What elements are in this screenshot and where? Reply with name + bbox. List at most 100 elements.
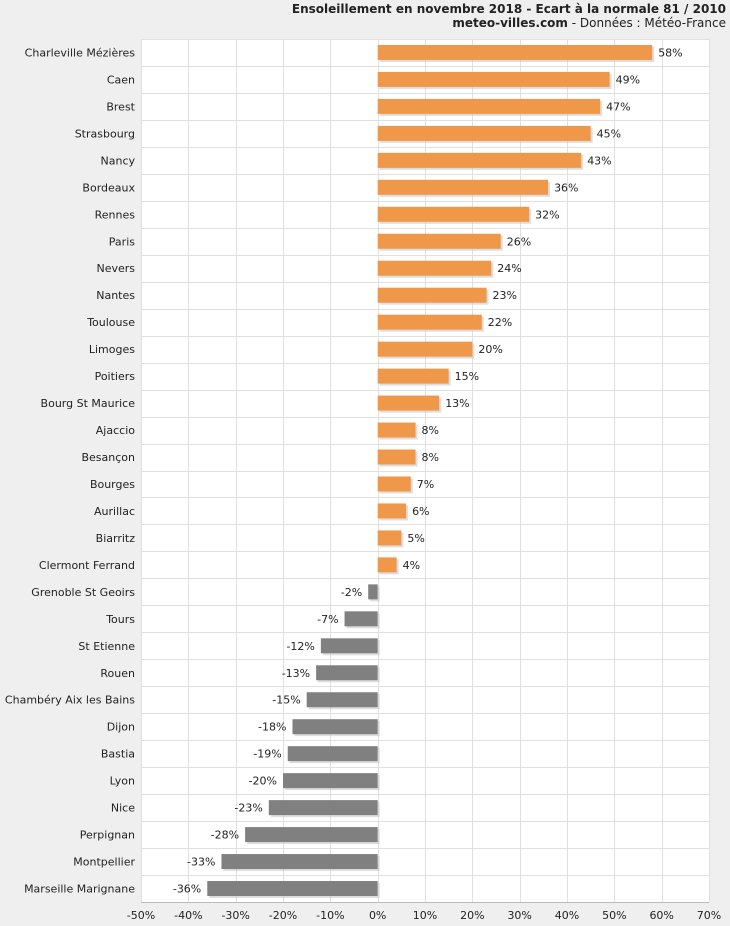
bar [377, 179, 549, 195]
value-label: 5% [407, 532, 424, 545]
value-label: 22% [488, 316, 512, 329]
x-tick-label: 70% [697, 909, 721, 922]
value-label: 43% [587, 154, 611, 167]
category-label: Charleville Mézières [25, 46, 136, 59]
category-label: Besançon [81, 451, 135, 464]
x-tick-label: -30% [221, 909, 249, 922]
bar [287, 746, 378, 762]
value-label: 32% [535, 208, 559, 221]
source-site: meteo-villes.com [452, 16, 568, 30]
category-label: Bourg St Maurice [41, 397, 136, 410]
category-label: Nice [111, 802, 135, 815]
category-label: Grenoble St Geoirs [31, 586, 135, 599]
bar [268, 800, 378, 816]
bar [377, 44, 653, 60]
category-label: Perpignan [80, 829, 135, 842]
value-label: -2% [341, 586, 362, 599]
value-label: -20% [249, 775, 277, 788]
category-label: Lyon [110, 775, 135, 788]
value-label: 8% [422, 451, 439, 464]
bar [377, 314, 482, 330]
value-label: -23% [234, 802, 262, 815]
bar [377, 152, 582, 168]
bar [377, 395, 440, 411]
value-label: -12% [286, 640, 314, 653]
value-label: 13% [445, 397, 469, 410]
value-label: 24% [497, 262, 521, 275]
value-label: -18% [258, 721, 286, 734]
bar [292, 719, 378, 735]
category-label: Limoges [89, 343, 135, 356]
bar [344, 611, 378, 627]
category-label: Caen [107, 73, 135, 86]
value-label: 26% [507, 235, 531, 248]
chart-subtitle: meteo-villes.com - Données : Météo-Franc… [452, 16, 726, 30]
value-label: 47% [606, 100, 630, 113]
category-label: St Etienne [78, 640, 135, 653]
category-label: Clermont Ferrand [39, 559, 135, 572]
bar [377, 98, 601, 114]
category-label: Biarritz [96, 532, 136, 545]
bar [377, 530, 402, 546]
value-label: 6% [412, 505, 429, 518]
value-label: -33% [187, 856, 215, 869]
bar [316, 665, 378, 681]
x-tick-label: -10% [316, 909, 344, 922]
category-label: Bastia [101, 748, 135, 761]
x-tick-label: 30% [507, 909, 531, 922]
bar [377, 125, 591, 141]
category-label: Chambéry Aix les Bains [5, 694, 135, 707]
category-label: Brest [106, 100, 135, 113]
bar [377, 341, 473, 357]
value-label: -28% [211, 829, 239, 842]
bar [377, 557, 397, 573]
bar [368, 584, 378, 600]
bar [283, 773, 378, 789]
category-label: Bordeaux [82, 181, 135, 194]
category-label: Nevers [96, 262, 135, 275]
bar [221, 854, 378, 870]
category-label: Montpellier [73, 856, 135, 869]
category-label: Rouen [100, 667, 135, 680]
x-tick-label: 20% [460, 909, 484, 922]
category-label: Aurillac [94, 505, 135, 518]
bar [377, 206, 530, 222]
category-label: Rennes [95, 208, 136, 221]
x-tick-label: 50% [602, 909, 626, 922]
category-label: Nancy [101, 154, 136, 167]
value-label: 7% [417, 478, 434, 491]
bar [377, 287, 487, 303]
category-label: Dijon [107, 721, 135, 734]
value-label: 20% [478, 343, 502, 356]
bar [377, 368, 449, 384]
value-label: 45% [597, 127, 621, 140]
category-label: Marseille Marignane [24, 883, 135, 896]
bar [377, 449, 416, 465]
value-label: 23% [493, 289, 517, 302]
value-label: -13% [282, 667, 310, 680]
chart-title: Ensoleillement en novembre 2018 - Ecart … [291, 2, 726, 16]
value-label: 49% [616, 73, 640, 86]
bar [377, 422, 416, 438]
bar [377, 476, 411, 492]
value-label: -7% [317, 613, 338, 626]
x-tick-label: 10% [413, 909, 437, 922]
bar [306, 692, 378, 708]
bar [207, 881, 378, 897]
value-label: 15% [455, 370, 479, 383]
bar [377, 260, 492, 276]
x-tick-label: -50% [127, 909, 155, 922]
value-label: 8% [422, 424, 439, 437]
category-label: Ajaccio [96, 424, 135, 437]
category-label: Bourges [90, 478, 135, 491]
value-label: -19% [253, 748, 281, 761]
bar [320, 638, 378, 654]
bar [377, 233, 501, 249]
x-tick-label: 0% [369, 909, 386, 922]
bar [377, 503, 407, 519]
category-label: Strasbourg [75, 127, 135, 140]
source-credit: - Données : Météo-France [567, 16, 726, 30]
bar [245, 827, 378, 843]
